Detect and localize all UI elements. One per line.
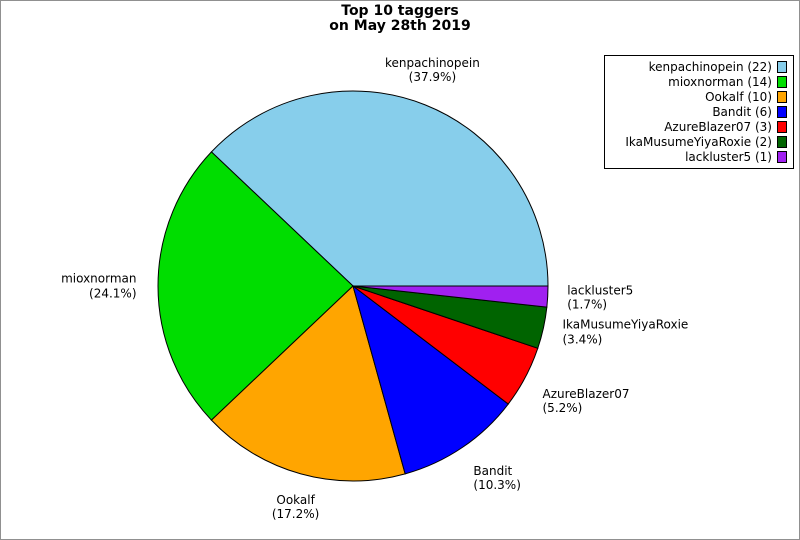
legend-label: mioxnorman (14): [668, 74, 772, 89]
pie-label-name: lackluster5: [567, 283, 634, 298]
legend-color-swatch: [777, 60, 787, 73]
pie-slice-Ookalf: [210, 285, 406, 482]
pie-label-name: Ookalf: [276, 492, 315, 507]
legend-label: lackluster5 (1): [685, 150, 772, 165]
pie-label-percent: (24.1%): [89, 286, 137, 300]
pie-label-name: mioxnorman: [61, 271, 137, 286]
legend-color-swatch: [777, 75, 787, 88]
legend-color-swatch: [777, 120, 787, 133]
legend-item: mioxnorman (14): [609, 74, 787, 89]
chart-title: Top 10 taggers on May 28th 2019: [1, 4, 799, 34]
pie-label-Ookalf: Ookalf (17.2%): [272, 493, 319, 522]
pie-label-kenpachinopein: kenpachinopein (37.9%): [385, 56, 480, 85]
pie-label-name: IkaMusumeYiyaRoxie: [562, 317, 689, 332]
legend-item: lackluster5 (1): [609, 150, 787, 165]
pie-label-IkaMusumeYiyaRoxie: IkaMusumeYiyaRoxie (3.4%): [563, 318, 689, 347]
legend-item: AzureBlazer07 (3): [609, 119, 787, 134]
pie-slice-lackluster5: [352, 285, 549, 308]
pie-label-percent: (1.7%): [567, 297, 608, 312]
pie-label-percent: (17.2%): [271, 507, 320, 522]
legend-label: Ookalf (10): [705, 89, 772, 104]
legend: kenpachinopein (22) mioxnorman (14) Ookalf…: [604, 55, 794, 169]
pie-label-AzureBlazer07: AzureBlazer07 (5.2%): [543, 387, 630, 416]
pie-slice-Bandit: [352, 284, 509, 475]
pie-label-mioxnorman: mioxnorman (24.1%): [61, 272, 136, 301]
legend-item: IkaMusumeYiyaRoxie (2): [609, 134, 787, 149]
chart-title-line1: Top 10 taggers: [341, 3, 459, 19]
pie-slice-mioxnorman: [157, 151, 354, 421]
pie-label-percent: (10.3%): [473, 478, 521, 492]
pie-label-percent: (5.2%): [542, 401, 583, 415]
legend-color-swatch: [777, 151, 787, 164]
legend-label: AzureBlazer07 (3): [664, 119, 772, 134]
legend-label: Bandit (6): [712, 104, 772, 119]
legend-color-swatch: [777, 105, 787, 118]
legend-item: Bandit (6): [609, 104, 787, 119]
pie-label-name: Bandit: [473, 463, 513, 478]
pie-label-lackluster5: lackluster5 (1.7%): [567, 283, 633, 312]
chart-title-line2: on May 28th 2019: [329, 18, 471, 34]
legend-item: kenpachinopein (22): [609, 59, 787, 74]
pie-label-percent: (37.9%): [408, 70, 457, 85]
legend-color-swatch: [777, 90, 787, 103]
legend-color-swatch: [777, 136, 787, 149]
pie-slice-kenpachinopein: [210, 90, 549, 287]
legend-label: kenpachinopein (22): [648, 59, 772, 74]
pie-label-name: AzureBlazer07: [542, 386, 630, 401]
legend-label: IkaMusumeYiyaRoxie (2): [625, 135, 772, 150]
legend-item: Ookalf (10): [609, 89, 787, 104]
pie-label-percent: (3.4%): [562, 332, 603, 347]
pie-label-Bandit: Bandit (10.3%): [473, 464, 520, 493]
pie-label-name: kenpachinopein: [384, 55, 480, 70]
